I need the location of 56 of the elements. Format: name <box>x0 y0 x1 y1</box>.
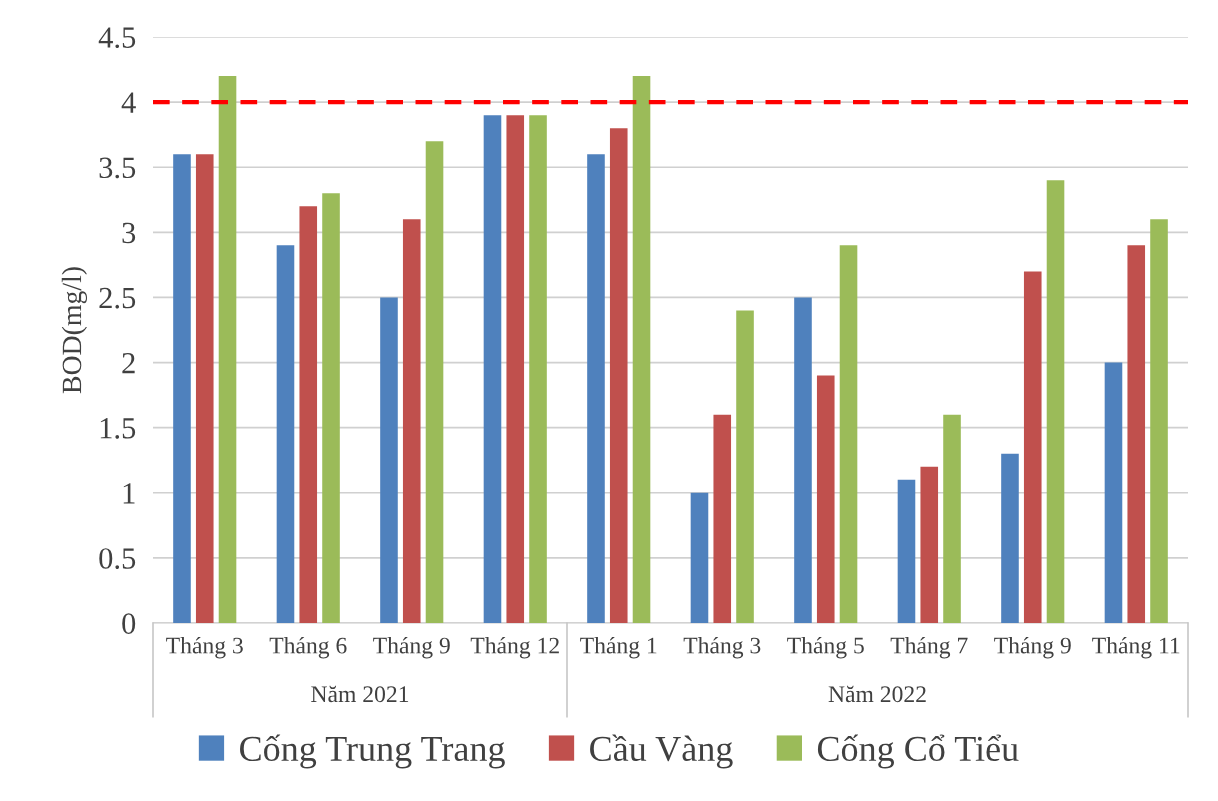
bar <box>1104 362 1123 623</box>
y-axis-title: BOD(mg/l) <box>61 267 88 394</box>
bar <box>816 375 835 623</box>
bar <box>506 115 525 623</box>
y-tick-label: 1.5 <box>100 418 136 439</box>
text: Năm 2021 <box>311 685 409 703</box>
bar <box>1001 453 1019 623</box>
bar <box>276 245 295 623</box>
legend-label: Cống Trung Trang <box>240 734 505 769</box>
bar <box>402 219 421 623</box>
bar <box>1023 271 1042 623</box>
y-tick-label: 3.5 <box>99 157 136 179</box>
bar <box>195 154 214 623</box>
x-tick-label: Tháng 12 <box>470 636 559 659</box>
legend-label: Cống Cổ Tiểu <box>817 734 1019 769</box>
x-tick-label: Tháng 7 <box>890 636 968 659</box>
bar <box>920 466 939 623</box>
bar <box>380 297 398 623</box>
x-tick-label: Tháng 1 <box>580 636 657 659</box>
bar <box>943 414 961 623</box>
bar <box>425 141 444 623</box>
bar <box>483 115 502 623</box>
bar <box>897 479 916 623</box>
x-tick-label: Tháng 3 <box>683 636 761 659</box>
bar <box>736 310 754 623</box>
bar <box>609 128 628 623</box>
y-tick-label: 4 <box>121 92 136 113</box>
y-tick-label: 2 <box>122 352 135 374</box>
bar <box>322 193 340 623</box>
y-tick-label: 2.5 <box>99 287 136 309</box>
y-tick-label: 0.5 <box>99 548 136 569</box>
bar <box>839 245 858 623</box>
bar <box>218 76 237 623</box>
y-tick-label: 3 <box>122 222 136 244</box>
bar <box>587 154 605 623</box>
bar <box>632 76 651 623</box>
x-tick-label: Tháng 11 <box>1092 636 1180 659</box>
bar <box>529 115 547 623</box>
bar <box>690 492 709 623</box>
bar <box>299 206 318 623</box>
bar <box>1046 180 1065 623</box>
text: Năm 2022 <box>828 685 926 703</box>
x-tick-label: Tháng 3 <box>166 636 243 659</box>
y-tick-label: 0 <box>122 613 136 634</box>
y-tick-label: 4.5 <box>98 27 136 49</box>
y-tick-label: 1 <box>123 483 135 504</box>
x-tick-label: Tháng 9 <box>373 636 450 659</box>
bar <box>713 414 732 623</box>
legend-label: Cầu Vàng <box>590 734 733 769</box>
bar <box>1150 219 1168 623</box>
bar <box>794 297 812 623</box>
bar <box>1127 245 1146 623</box>
bar <box>173 154 191 623</box>
x-tick-label: Tháng 5 <box>787 636 864 659</box>
x-tick-label: Tháng 9 <box>994 636 1071 659</box>
x-tick-label: Tháng 6 <box>269 636 347 659</box>
